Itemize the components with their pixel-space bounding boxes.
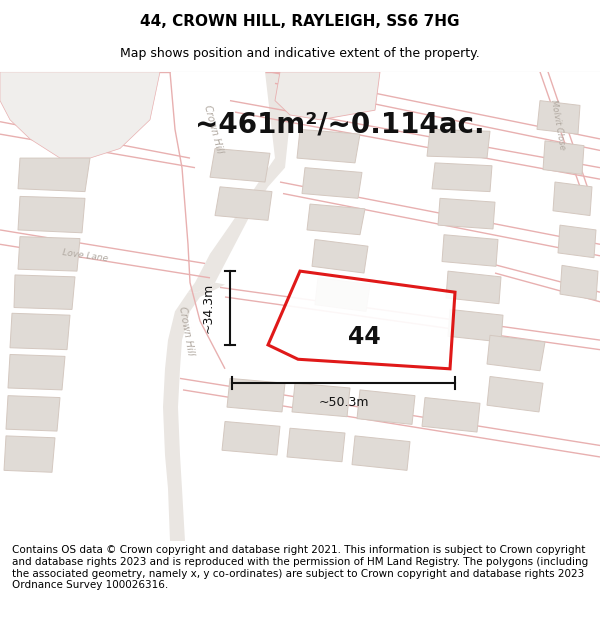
Polygon shape — [422, 398, 480, 432]
Polygon shape — [18, 196, 85, 232]
Polygon shape — [537, 101, 580, 134]
Text: Crown Hill: Crown Hill — [177, 305, 195, 356]
Polygon shape — [0, 72, 160, 158]
Polygon shape — [287, 428, 345, 462]
Polygon shape — [357, 390, 415, 424]
Polygon shape — [210, 149, 270, 182]
Polygon shape — [446, 271, 501, 304]
Text: ~34.3m: ~34.3m — [202, 283, 215, 333]
Polygon shape — [553, 182, 592, 216]
Polygon shape — [352, 436, 410, 471]
Polygon shape — [442, 235, 498, 266]
Polygon shape — [558, 225, 596, 258]
Polygon shape — [18, 158, 90, 192]
Polygon shape — [14, 275, 75, 309]
Text: Crown Hill: Crown Hill — [202, 104, 224, 154]
Polygon shape — [438, 198, 495, 229]
Polygon shape — [427, 129, 490, 158]
Text: Contains OS data © Crown copyright and database right 2021. This information is : Contains OS data © Crown copyright and d… — [12, 545, 588, 590]
Text: ~50.3m: ~50.3m — [318, 396, 369, 409]
Polygon shape — [307, 204, 365, 235]
Polygon shape — [292, 383, 350, 417]
Text: Map shows position and indicative extent of the property.: Map shows position and indicative extent… — [120, 48, 480, 61]
Polygon shape — [227, 378, 285, 412]
Polygon shape — [6, 396, 60, 431]
Text: 44: 44 — [348, 325, 380, 349]
Text: Love Lane: Love Lane — [62, 248, 109, 264]
Polygon shape — [215, 187, 272, 221]
Polygon shape — [560, 266, 598, 300]
Polygon shape — [8, 354, 65, 390]
Text: 44, CROWN HILL, RAYLEIGH, SS6 7HG: 44, CROWN HILL, RAYLEIGH, SS6 7HG — [140, 14, 460, 29]
Polygon shape — [487, 335, 545, 371]
Polygon shape — [275, 72, 380, 120]
Polygon shape — [188, 72, 295, 292]
Polygon shape — [268, 271, 455, 369]
Polygon shape — [18, 237, 80, 271]
Polygon shape — [297, 129, 360, 163]
Polygon shape — [163, 282, 225, 541]
Polygon shape — [543, 141, 584, 174]
Polygon shape — [432, 163, 492, 192]
Text: ~461m²/~0.114ac.: ~461m²/~0.114ac. — [195, 111, 485, 139]
Polygon shape — [315, 278, 370, 311]
Polygon shape — [487, 376, 543, 412]
Text: Molvit Close: Molvit Close — [549, 99, 567, 151]
Polygon shape — [448, 309, 503, 342]
Polygon shape — [222, 421, 280, 455]
Polygon shape — [10, 313, 70, 349]
Polygon shape — [4, 436, 55, 472]
Polygon shape — [312, 239, 368, 273]
Polygon shape — [302, 168, 362, 198]
